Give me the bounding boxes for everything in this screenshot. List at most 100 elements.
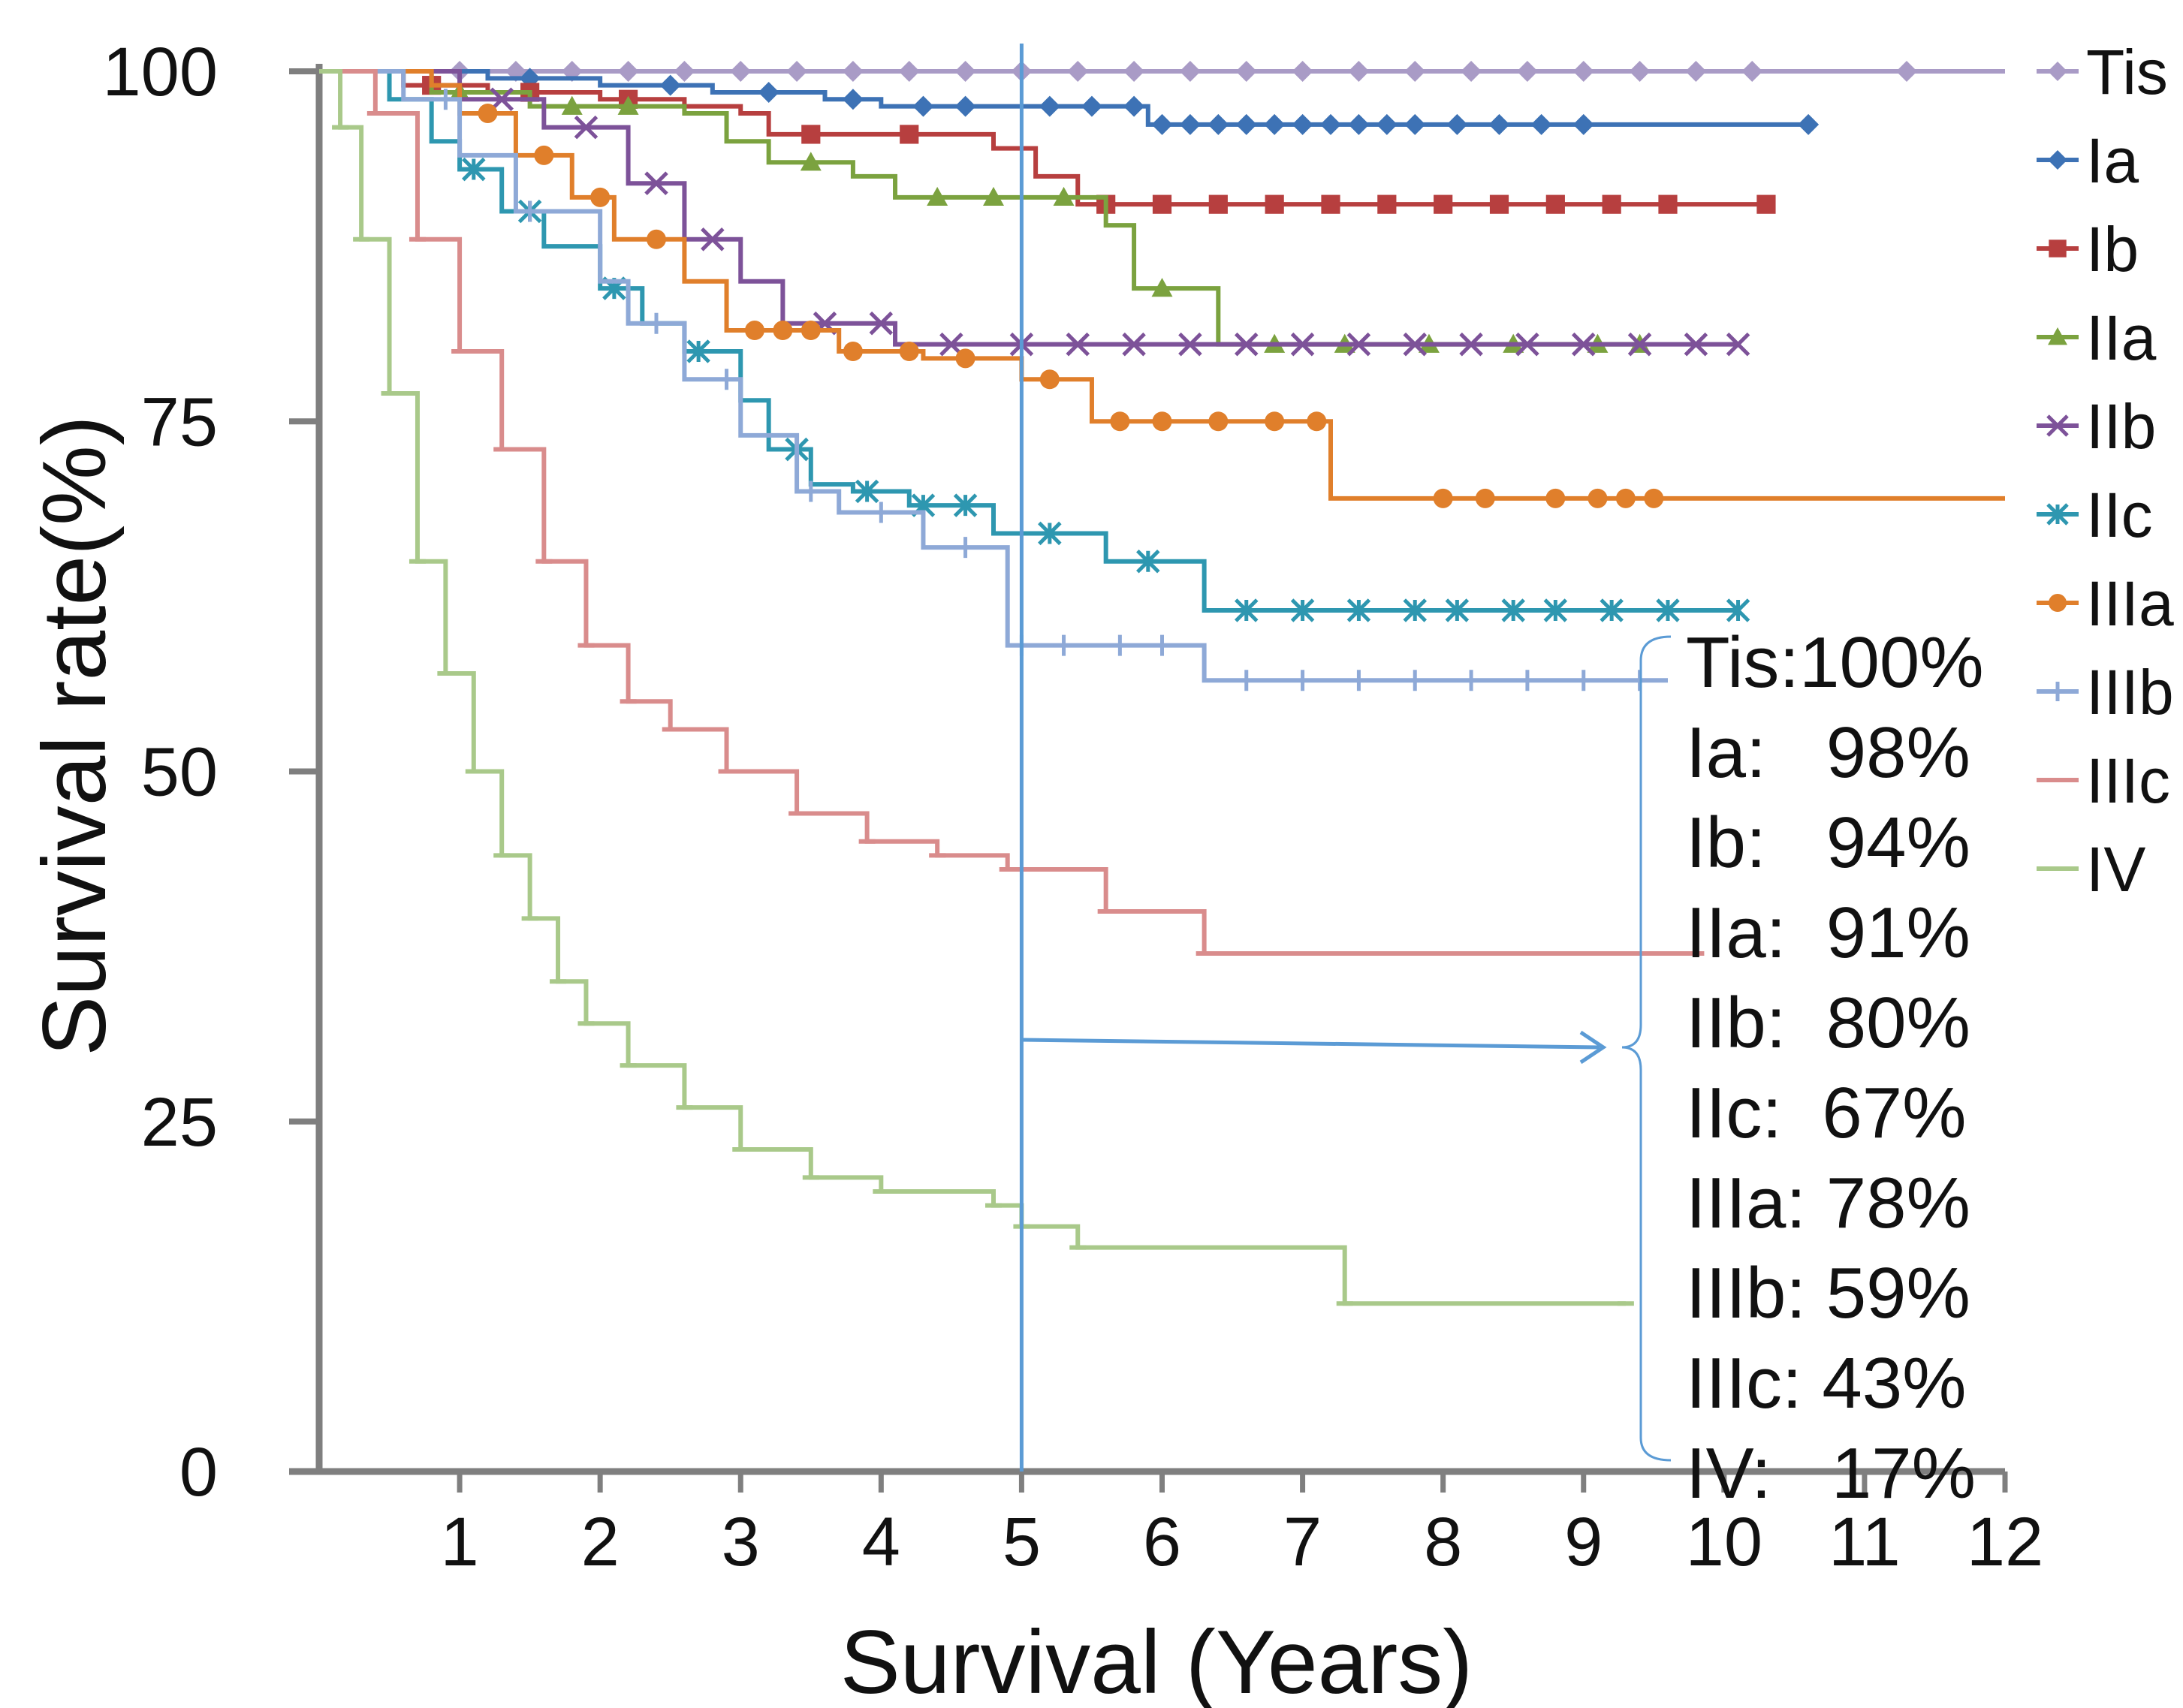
- censor-marker: [1292, 113, 1313, 135]
- censor-marker: [1053, 186, 1075, 206]
- censor-marker: [1571, 332, 1596, 357]
- censor-marker: [2048, 150, 2067, 170]
- censor-marker: [644, 171, 668, 195]
- summary-bracket: [1621, 635, 1672, 1462]
- censor-marker: [1348, 670, 1370, 691]
- censor-marker: [1600, 598, 1624, 622]
- series-ia: [319, 68, 1820, 135]
- censor-marker: [617, 95, 639, 115]
- censor-marker: [1489, 194, 1509, 214]
- series-line: [319, 69, 1696, 956]
- legend: Tis Ia Ib IIa IIb IIc IIIa IIIb IIIc IV: [2037, 37, 2174, 905]
- summary-row: Ia: 98%: [1686, 712, 1970, 793]
- censor-marker: [617, 61, 639, 82]
- legend-label: IIIa: [2086, 568, 2174, 639]
- censor-marker: [1403, 332, 1428, 357]
- x-tick-label: 3: [722, 1504, 760, 1580]
- legend-label: IIIc: [2086, 746, 2170, 816]
- censor-marker: [1264, 113, 1286, 135]
- censor-marker: [2046, 414, 2069, 437]
- series-iiic: [319, 69, 1705, 956]
- x-tick-label: 12: [1967, 1504, 2043, 1580]
- censor-marker: [1726, 598, 1750, 622]
- censor-marker: [1122, 332, 1146, 357]
- reference-arrow-head: [1579, 1030, 1607, 1065]
- censor-marker: [1346, 598, 1371, 622]
- censor-marker: [1488, 113, 1510, 135]
- censor-marker: [870, 502, 892, 523]
- censor-marker: [1459, 332, 1483, 357]
- censor-marker: [842, 61, 864, 82]
- censor-marker: [954, 95, 976, 117]
- series-line: [319, 69, 1640, 347]
- legend-item: Tis: [2037, 37, 2168, 107]
- censor-marker: [1179, 113, 1201, 135]
- censor-marker: [1615, 488, 1636, 508]
- censor-marker: [1136, 549, 1160, 574]
- censor-marker: [574, 115, 599, 140]
- censor-marker: [435, 89, 457, 110]
- censor-marker: [1235, 61, 1257, 82]
- summary-row: IIa: 91%: [1686, 893, 1970, 973]
- censor-marker: [1234, 332, 1259, 357]
- censor-marker: [1530, 113, 1552, 135]
- censor-marker: [954, 537, 976, 559]
- censor-marker: [1265, 411, 1285, 432]
- censor-marker: [842, 89, 864, 110]
- five-year-summary: Tis:100% Ia: 98% Ib: 94% IIa: 91% IIb: 80% II…: [1686, 622, 1984, 1514]
- y-tick-label: 0: [179, 1434, 218, 1511]
- censor-marker: [1307, 411, 1327, 432]
- censor-marker: [1208, 113, 1229, 135]
- y-axis-ticks: 0 25 50 75 100: [103, 34, 319, 1511]
- summary-row: IV: 17%: [1686, 1433, 1976, 1514]
- censor-marker: [1741, 61, 1763, 82]
- series-ib: [319, 69, 1776, 214]
- censor-marker: [1726, 332, 1750, 357]
- axes: [289, 64, 2005, 1475]
- censor-marker: [2049, 594, 2067, 612]
- censor-marker: [1572, 670, 1594, 691]
- censor-marker: [1445, 598, 1470, 622]
- censor-marker: [1151, 634, 1173, 656]
- censor-marker: [1446, 113, 1468, 135]
- summary-row: IIIa: 78%: [1686, 1163, 1970, 1243]
- censor-marker: [898, 61, 920, 82]
- legend-item: IIIc: [2037, 746, 2170, 816]
- series-line: [319, 69, 1668, 683]
- censor-marker: [478, 103, 498, 123]
- censor-marker: [1038, 521, 1062, 546]
- censor-marker: [1109, 634, 1131, 656]
- censor-marker: [646, 312, 667, 334]
- censor-marker: [1629, 61, 1651, 82]
- series-iv: [319, 69, 1634, 1306]
- y-tick-label: 50: [141, 734, 218, 811]
- censor-marker: [1376, 113, 1398, 135]
- censor-marker: [1066, 332, 1090, 357]
- censor-marker: [1321, 194, 1340, 214]
- censor-marker: [716, 369, 737, 390]
- x-axis-title: Survival (Years): [840, 1612, 1473, 1708]
- censor-marker: [801, 125, 821, 144]
- censor-marker: [1235, 113, 1257, 135]
- censor-marker: [1290, 598, 1315, 622]
- censor-marker: [983, 186, 1004, 206]
- censor-marker: [1234, 598, 1259, 622]
- summary-row: IIb: 80%: [1686, 983, 1970, 1063]
- censor-marker: [1684, 332, 1708, 357]
- censor-marker: [773, 321, 793, 341]
- censor-marker: [1516, 670, 1538, 691]
- series-line: [319, 69, 1766, 207]
- series-iiia: [319, 69, 2005, 508]
- y-tick-label: 25: [141, 1084, 218, 1161]
- censor-marker: [1545, 488, 1566, 508]
- censor-marker: [1290, 332, 1315, 357]
- x-tick-label: 4: [862, 1504, 900, 1580]
- censor-marker: [1152, 411, 1172, 432]
- censor-marker: [686, 339, 710, 363]
- x-tick-label: 5: [1003, 1504, 1041, 1580]
- censor-marker: [1053, 634, 1075, 656]
- censor-marker: [1235, 670, 1257, 691]
- censor-marker: [1501, 598, 1525, 622]
- legend-label: Ib: [2086, 214, 2139, 285]
